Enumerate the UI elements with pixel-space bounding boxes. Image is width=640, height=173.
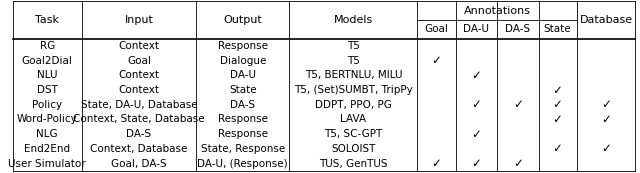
Text: DDPT, PPO, PG: DDPT, PPO, PG xyxy=(315,100,392,110)
Text: Goal: Goal xyxy=(127,56,151,66)
Text: ✓: ✓ xyxy=(513,98,523,111)
Text: NLU: NLU xyxy=(37,70,58,80)
Text: T5, SC-GPT: T5, SC-GPT xyxy=(324,129,383,139)
Text: ✓: ✓ xyxy=(513,157,523,170)
Text: Word-Policy: Word-Policy xyxy=(17,115,77,124)
Text: ✓: ✓ xyxy=(472,98,481,111)
Text: ✓: ✓ xyxy=(431,157,442,170)
Text: Models: Models xyxy=(334,15,373,25)
Text: State: State xyxy=(544,24,572,34)
Text: Response: Response xyxy=(218,129,268,139)
Text: ✓: ✓ xyxy=(472,157,481,170)
Text: Context: Context xyxy=(118,41,159,51)
Text: Dialogue: Dialogue xyxy=(220,56,266,66)
Text: ✓: ✓ xyxy=(601,98,611,111)
Text: Context: Context xyxy=(118,85,159,95)
Text: ✓: ✓ xyxy=(431,54,442,67)
Text: Goal: Goal xyxy=(424,24,449,34)
Text: NLG: NLG xyxy=(36,129,58,139)
Text: DA-S: DA-S xyxy=(126,129,152,139)
Text: T5, (Set)SUMBT, TripPy: T5, (Set)SUMBT, TripPy xyxy=(294,85,413,95)
Text: State, DA-U, Database: State, DA-U, Database xyxy=(81,100,197,110)
Text: T5: T5 xyxy=(347,56,360,66)
Text: State, Response: State, Response xyxy=(200,144,285,154)
Text: T5, BERTNLU, MILU: T5, BERTNLU, MILU xyxy=(305,70,402,80)
Text: Task: Task xyxy=(35,15,60,25)
Text: DA-S: DA-S xyxy=(230,100,255,110)
Text: Policy: Policy xyxy=(32,100,62,110)
Text: ✓: ✓ xyxy=(472,69,481,82)
Text: ✓: ✓ xyxy=(601,142,611,155)
Text: ✓: ✓ xyxy=(553,113,563,126)
Text: ✓: ✓ xyxy=(472,128,481,141)
Text: User Simulator: User Simulator xyxy=(8,158,86,169)
Text: DA-S: DA-S xyxy=(505,24,531,34)
Text: Goal2Dial: Goal2Dial xyxy=(22,56,73,66)
Text: RG: RG xyxy=(40,41,55,51)
Text: ✓: ✓ xyxy=(553,84,563,97)
Text: Response: Response xyxy=(218,115,268,124)
Text: Context: Context xyxy=(118,70,159,80)
Text: Input: Input xyxy=(125,15,154,25)
Text: Annotations: Annotations xyxy=(463,6,531,16)
Text: ✓: ✓ xyxy=(553,142,563,155)
Text: State: State xyxy=(229,85,257,95)
Text: Database: Database xyxy=(579,15,632,25)
Text: ✓: ✓ xyxy=(553,98,563,111)
Text: Context, Database: Context, Database xyxy=(90,144,188,154)
Text: TUS, GenTUS: TUS, GenTUS xyxy=(319,158,388,169)
Text: DA-U: DA-U xyxy=(463,24,490,34)
Text: End2End: End2End xyxy=(24,144,70,154)
Text: DA-U: DA-U xyxy=(230,70,256,80)
Text: Response: Response xyxy=(218,41,268,51)
Text: Goal, DA-S: Goal, DA-S xyxy=(111,158,167,169)
Text: ✓: ✓ xyxy=(601,113,611,126)
Text: SOLOIST: SOLOIST xyxy=(332,144,376,154)
Text: Output: Output xyxy=(223,15,262,25)
Text: DA-U, (Response): DA-U, (Response) xyxy=(197,158,288,169)
Text: DST: DST xyxy=(37,85,58,95)
Text: LAVA: LAVA xyxy=(340,115,367,124)
Text: Context, State, Database: Context, State, Database xyxy=(73,115,205,124)
Text: T5: T5 xyxy=(347,41,360,51)
